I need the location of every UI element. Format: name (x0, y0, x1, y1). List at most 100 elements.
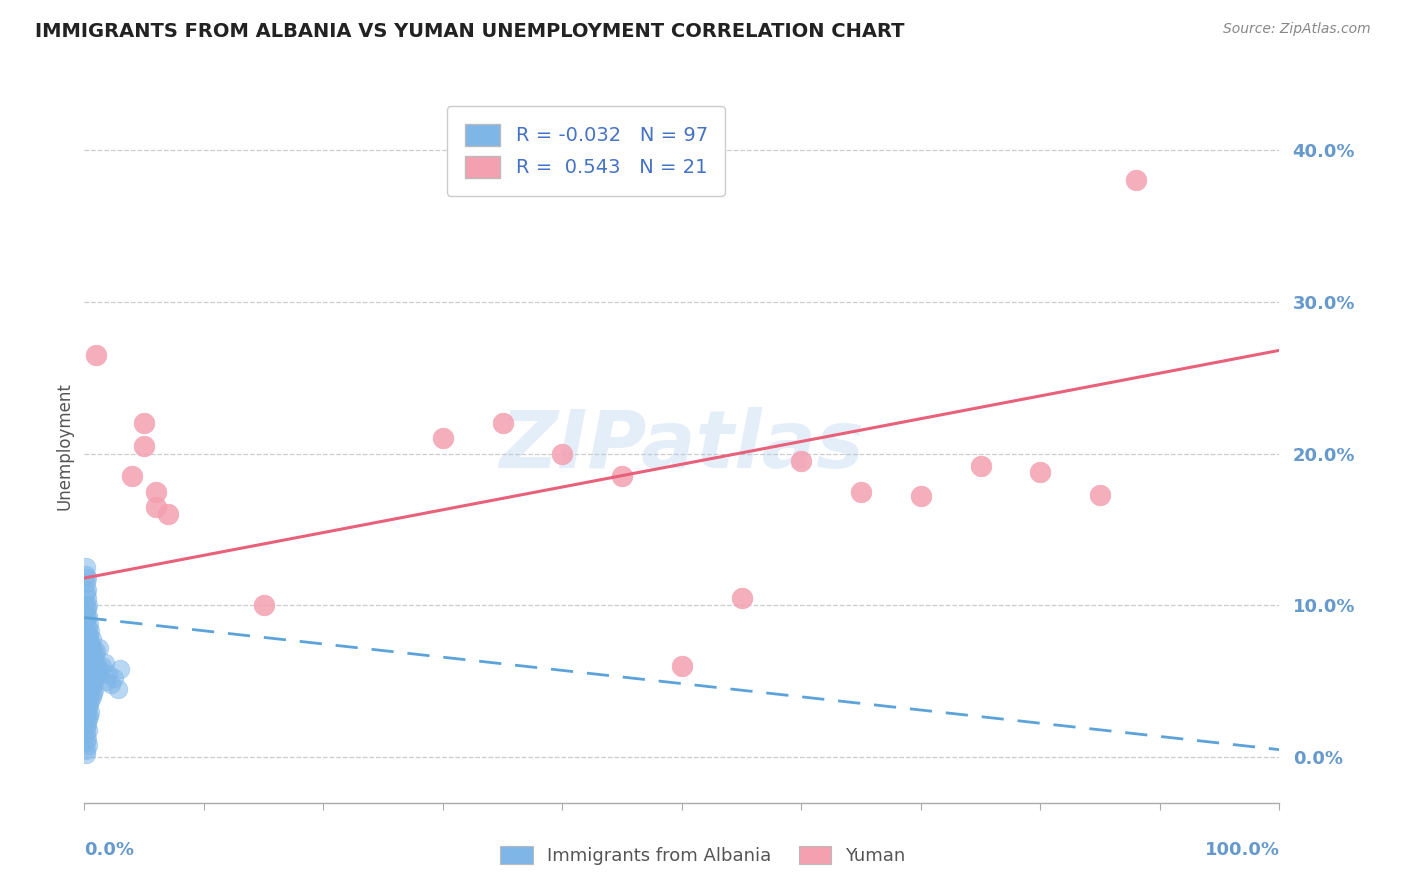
Point (77, 674, 100, 689)
Point (75, 614, 97, 628)
Point (75, 599, 97, 613)
Point (97, 666, 120, 681)
Point (75, 575, 97, 590)
Point (910, 489, 932, 503)
Point (76, 625, 98, 640)
Point (77, 638, 100, 652)
Point (103, 671, 125, 685)
Point (76, 583, 98, 598)
Point (1090, 487, 1112, 501)
Point (76, 601, 98, 615)
Point (1029, 465, 1052, 479)
Point (79, 671, 101, 685)
Legend: R = -0.032   N = 97, R =  0.543   N = 21: R = -0.032 N = 97, R = 0.543 N = 21 (447, 106, 725, 195)
Point (76, 681, 98, 696)
Point (94, 674, 117, 689)
Point (970, 458, 993, 473)
Point (86, 668, 108, 682)
Point (75, 707, 97, 722)
Point (76, 659, 98, 673)
Point (80, 632, 103, 646)
Point (80, 644, 103, 658)
Point (75, 686, 97, 700)
Point (79, 683, 101, 698)
Point (80, 690, 103, 704)
Point (253, 599, 276, 613)
Point (77, 629, 100, 643)
Point (75, 568, 97, 582)
Point (86, 348, 108, 362)
Point (75, 697, 97, 711)
Point (77, 662, 100, 676)
Point (80, 681, 103, 695)
Point (77, 609, 100, 624)
Point (91, 659, 114, 673)
Point (76, 571, 98, 585)
Point (77, 700, 100, 714)
Point (76, 716, 98, 731)
Point (77, 616, 100, 631)
Point (75, 735, 97, 749)
Point (80, 656, 103, 670)
Point (851, 484, 873, 499)
Point (75, 742, 97, 756)
Point (82, 640, 104, 655)
Point (75, 720, 97, 734)
Point (83, 674, 105, 689)
Point (75, 651, 97, 665)
Point (77, 655, 100, 669)
Point (77, 709, 100, 723)
Point (75, 640, 97, 655)
Point (551, 447, 574, 461)
Point (107, 681, 129, 696)
Point (83, 662, 105, 676)
Point (77, 723, 100, 737)
Text: 0.0%: 0.0% (84, 841, 135, 859)
Point (86, 665, 108, 680)
Point (77, 640, 100, 655)
Y-axis label: Unemployment: Unemployment (55, 382, 73, 510)
Point (84, 659, 107, 673)
Point (77, 712, 100, 726)
Point (75, 586, 97, 600)
Point (110, 662, 132, 676)
Point (82, 653, 104, 667)
Point (731, 591, 754, 605)
Text: IMMIGRANTS FROM ALBANIA VS YUMAN UNEMPLOYMENT CORRELATION CHART: IMMIGRANTS FROM ALBANIA VS YUMAN UNEMPLO… (35, 22, 904, 41)
Point (89, 662, 111, 676)
Point (82, 665, 104, 680)
Point (612, 469, 634, 483)
Legend: Immigrants from Albania, Yuman: Immigrants from Albania, Yuman (491, 837, 915, 874)
Point (82, 686, 104, 700)
Point (87, 640, 110, 655)
Point (93, 656, 115, 670)
Point (75, 560, 97, 574)
Point (76, 647, 98, 661)
Point (76, 610, 98, 624)
Point (84, 671, 107, 685)
Point (75, 747, 97, 762)
Point (80, 668, 103, 682)
Point (132, 416, 156, 430)
Point (77, 738, 100, 752)
Point (77, 677, 100, 691)
Point (79, 624, 101, 639)
Point (75, 677, 97, 691)
Point (132, 439, 156, 453)
Point (77, 651, 100, 665)
Point (790, 454, 813, 468)
Point (77, 690, 100, 704)
Point (77, 666, 100, 681)
Text: ZIPatlas: ZIPatlas (499, 407, 865, 485)
Point (76, 591, 98, 605)
Point (492, 416, 515, 430)
Point (83, 683, 105, 698)
Point (100, 677, 122, 691)
Point (79, 635, 101, 649)
Point (671, 659, 693, 673)
Point (86, 656, 108, 670)
Point (77, 621, 100, 635)
Point (79, 705, 101, 719)
Point (157, 508, 180, 522)
Point (75, 727, 97, 741)
